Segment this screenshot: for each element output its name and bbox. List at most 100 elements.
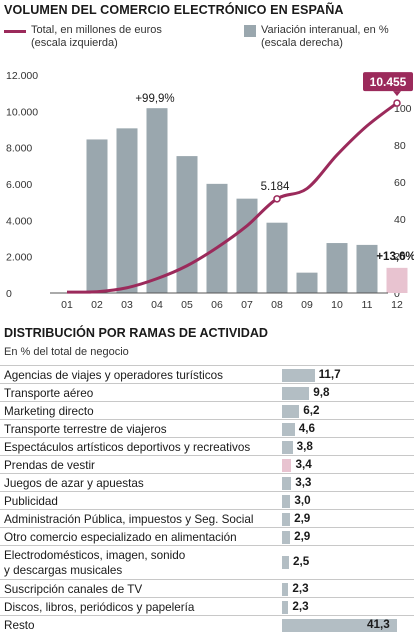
branch-row: Prendas de vestir 3,4: [0, 455, 414, 473]
bar-09: [296, 272, 318, 293]
bar-10: [326, 243, 348, 293]
branch-bar: [282, 556, 289, 569]
legend-bar: Variación interanual, en % (escala derec…: [244, 24, 412, 54]
branch-bar: [282, 495, 291, 508]
branch-value: 3,8: [296, 440, 313, 453]
right-axis-tick-label: 20: [394, 251, 406, 263]
distribution-title: DISTRIBUCIÓN POR RAMAS DE ACTIVIDAD: [4, 326, 269, 340]
bar-12: [386, 267, 408, 293]
branch-value: 41,3: [367, 618, 390, 631]
annotation-13-6: +13,6%: [376, 251, 414, 263]
bar-05: [176, 156, 198, 293]
x-axis-tick-label: 12: [391, 299, 403, 311]
bar-03: [116, 128, 138, 293]
branch-value: 11,7: [318, 368, 341, 381]
bar-04: [146, 108, 168, 293]
left-axis-tick-label: 10.000: [6, 106, 38, 118]
branch-row: Resto 41,3: [0, 615, 414, 633]
branch-value: 2,9: [294, 530, 311, 543]
x-axis-tick-label: 07: [241, 299, 253, 311]
branch-value: 3,3: [295, 476, 312, 489]
branch-bar: [282, 405, 300, 418]
branch-label: Administración Pública, impuestos y Seg.…: [4, 513, 254, 526]
branch-label: Discos, libros, periódicos y papelería: [4, 601, 195, 614]
bar-06: [206, 183, 228, 293]
branch-row: Administración Pública, impuestos y Seg.…: [0, 509, 414, 527]
branch-label: Resto: [4, 619, 35, 632]
legend-line: Total, en millones de euros (escala izqu…: [4, 24, 229, 54]
right-axis-tick-label: 0: [394, 288, 400, 300]
branch-value: 3,4: [295, 458, 312, 471]
right-axis-tick-label: 40: [394, 214, 406, 226]
x-axis-tick-label: 06: [211, 299, 223, 311]
branch-row: Publicidad 3,0: [0, 491, 414, 509]
branch-value: 9,8: [313, 386, 330, 399]
x-axis-tick-label: 02: [91, 299, 103, 311]
branch-row: Marketing directo 6,2: [0, 401, 414, 419]
total-line: [66, 101, 398, 294]
left-axis-tick-label: 8.000: [6, 143, 32, 155]
branch-label: Suscripción canales de TV: [4, 583, 143, 596]
legend-bar-swatch: [244, 25, 256, 37]
branch-bar: [282, 387, 310, 400]
branch-value: 2,9: [294, 512, 311, 525]
branch-value: 4,6: [298, 422, 316, 435]
combo-chart: 02.0004.0006.0008.00010.00012.0000204060…: [6, 70, 414, 311]
branch-row: Suscripción canales de TV 2,3: [0, 579, 414, 597]
x-axis-tick-label: 11: [362, 299, 373, 311]
x-axis-tick-label: 08: [271, 299, 283, 311]
branch-label: Electrodomésticos, imagen, sonido y desc…: [4, 549, 186, 577]
branch-bar: [282, 601, 289, 614]
branch-label: Publicidad: [4, 495, 58, 508]
branch-label: Transporte terrestre de viajeros: [4, 423, 167, 436]
x-axis-tick-label: 05: [181, 299, 193, 311]
distribution-subtitle: En % del total de negocio: [4, 346, 129, 358]
branch-row: Juegos de azar y apuestas 3,3: [0, 473, 414, 491]
branch-bar: [282, 477, 292, 490]
point-12: [393, 99, 401, 107]
bar-02: [86, 139, 108, 293]
branch-bar: [282, 459, 292, 472]
branch-value: 3,0: [294, 494, 311, 507]
branch-label: Marketing directo: [4, 405, 94, 418]
branch-bar: [282, 441, 293, 454]
bar-07: [236, 198, 258, 293]
left-axis-tick-label: 4.000: [6, 215, 32, 227]
branch-label: Agencias de viajes y operadores turístic…: [4, 369, 223, 382]
chart-title: VOLUMEN DEL COMERCIO ELECTRÓNICO EN ESPA…: [4, 3, 344, 17]
legend-bar-label: Variación interanual, en % (escala derec…: [261, 24, 389, 49]
branch-bar: [282, 369, 315, 382]
branch-bar: [282, 423, 295, 436]
branch-row: Otro comercio especializado en alimentac…: [0, 527, 414, 545]
branch-row: Discos, libros, periódicos y papelería 2,…: [0, 597, 414, 615]
branch-value: 2,3: [292, 582, 309, 595]
branch-label: Prendas de vestir: [4, 459, 95, 472]
branch-bar: [282, 513, 291, 526]
branch-value: 2,5: [292, 555, 310, 568]
branch-row: Transporte terrestre de viajeros 4,6: [0, 419, 414, 437]
right-axis-tick-label: 80: [394, 140, 406, 152]
branch-row: Electrodomésticos, imagen, sonido y desc…: [0, 545, 414, 579]
branch-value: 2,3: [292, 600, 309, 613]
bar-08: [266, 222, 288, 293]
x-axis-tick-label: 10: [331, 299, 343, 311]
branch-row: Agencias de viajes y operadores turístic…: [0, 365, 414, 383]
x-axis-tick-label: 01: [61, 299, 73, 311]
right-axis-tick-label: 60: [394, 177, 406, 189]
x-axis-tick-label: 04: [151, 299, 163, 311]
branch-bar: [282, 619, 397, 632]
branch-label: Transporte aéreo: [4, 387, 94, 400]
legend-line-label: Total, en millones de euros (escala izqu…: [31, 24, 162, 49]
bar-11: [356, 244, 378, 293]
legend-line-swatch: [4, 30, 26, 33]
annotation-99-9: +99,9%: [135, 93, 174, 105]
branch-bar: [282, 583, 289, 596]
branch-row: Espectáculos artísticos deportivos y rec…: [0, 437, 414, 455]
branch-label: Otro comercio especializado en alimentac…: [4, 531, 237, 544]
branch-bar: [282, 531, 291, 544]
point-08: [273, 195, 281, 203]
left-axis-tick-label: 6.000: [6, 179, 32, 191]
branch-label: Juegos de azar y apuestas: [4, 477, 144, 490]
branch-row: Transporte aéreo 9,8: [0, 383, 414, 401]
branch-value: 6,2: [303, 404, 320, 417]
